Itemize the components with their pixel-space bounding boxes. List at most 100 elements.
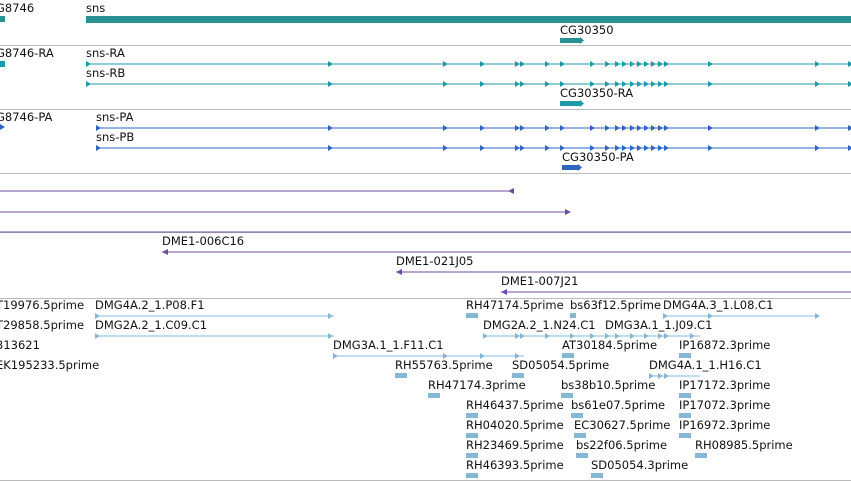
exon-marker — [649, 373, 654, 379]
est-feature[interactable]: DMG4A.3_1.L08.C1 — [663, 298, 820, 319]
est-feature[interactable]: bs38b10.5prime — [561, 378, 655, 398]
est-feature[interactable]: DMG3A.1_1.J09.C1 — [605, 318, 712, 339]
exon-marker — [605, 333, 610, 339]
exon-marker — [815, 125, 820, 131]
est-feature[interactable]: RH46437.5prime — [466, 398, 564, 418]
gene-feature[interactable]: CG30350 — [560, 23, 614, 44]
exon-marker — [605, 61, 610, 67]
bac-track: DME1-006C16 DME1-021J05 DME1-007J21 — [0, 188, 851, 295]
exon-marker — [480, 125, 485, 131]
est-label: DMG4A.3_1.L08.C1 — [663, 298, 773, 312]
est-label: IP17072.3prime — [679, 398, 770, 412]
exon-marker — [622, 125, 627, 131]
exon-marker — [590, 61, 595, 67]
est-feature[interactable]: DMG4A.1_1.H16.C1 — [649, 358, 762, 379]
protein-track: G8746-PA sns-PA sns-PB CG30350-PA — [0, 110, 851, 171]
bac-label: DME1-007J21 — [501, 274, 579, 288]
exon-marker — [515, 333, 520, 339]
exon-marker — [515, 145, 520, 151]
gene-feature[interactable]: sns — [86, 1, 851, 23]
exon-marker — [96, 125, 101, 131]
exon-marker — [644, 145, 649, 151]
bac-feature[interactable]: DME1-006C16 — [162, 234, 851, 255]
est-label: T19976.5prime — [0, 298, 84, 312]
exon-marker — [848, 81, 851, 87]
exon-marker — [663, 313, 668, 319]
est-feature[interactable]: bs63f12.5prime — [570, 298, 661, 318]
est-feature[interactable]: RH47174.3prime — [428, 378, 526, 398]
est-feature[interactable]: DMG2A.2_1.N24.C1 — [483, 318, 605, 339]
transcript-feature[interactable]: sns-RA — [86, 46, 851, 67]
exon-marker — [560, 61, 565, 67]
exon-marker — [630, 333, 635, 339]
exon-marker — [658, 333, 663, 339]
bac-label: DME1-006C16 — [162, 234, 244, 248]
exon-marker — [664, 145, 669, 151]
est-feature[interactable]: RH55763.5prime — [395, 358, 493, 378]
est-feature[interactable]: IP16872.3prime — [679, 338, 770, 358]
est-feature[interactable]: T29858.5prime — [0, 318, 84, 332]
est-feature[interactable]: IP17072.3prime — [679, 398, 770, 418]
est-feature[interactable]: RH08985.5prime — [695, 438, 793, 458]
est-feature[interactable]: IP16972.3prime — [679, 418, 770, 438]
gene-feature[interactable]: G8746 — [0, 1, 34, 22]
protein-feature[interactable]: G8746-PA — [0, 110, 53, 130]
exon-marker — [644, 125, 649, 131]
est-feature[interactable]: DMG4A.2_1.P08.F1 — [95, 298, 334, 319]
est-feature[interactable]: SD05054.3prime — [591, 458, 688, 478]
est-label: DMG3A.1_1.F11.C1 — [333, 338, 444, 352]
exon-marker — [605, 145, 610, 151]
exon-marker — [615, 333, 620, 339]
transcript-label: CG30350-RA — [560, 86, 633, 100]
est-feature[interactable]: SD05054.5prime — [512, 358, 609, 378]
transcript-feature[interactable]: G8746-RA — [0, 46, 54, 67]
gene-label: CG30350 — [560, 23, 614, 37]
protein-feature[interactable]: sns-PA — [96, 110, 851, 131]
est-feature[interactable]: EC30627.5prime — [574, 418, 670, 438]
est-label: IP16972.3prime — [679, 418, 770, 432]
exon-marker — [658, 145, 663, 151]
est-label: bs63f12.5prime — [570, 298, 661, 312]
exon-marker — [480, 81, 485, 87]
transcript-feature[interactable]: sns-RB — [86, 66, 851, 87]
est-feature[interactable]: RH46393.5prime — [466, 458, 564, 478]
exon-marker — [515, 61, 520, 67]
est-label: RH46437.5prime — [466, 398, 564, 412]
protein-feature[interactable]: sns-PB — [96, 130, 851, 151]
gene-track: G8746 sns CG30350 — [0, 1, 851, 44]
est-feature[interactable]: T19976.5prime — [0, 298, 84, 312]
exon-marker — [615, 81, 620, 87]
exon-marker — [95, 313, 100, 319]
exon-marker — [328, 145, 333, 151]
bac-feature[interactable]: DME1-021J05 — [396, 254, 851, 275]
bac-feature[interactable]: DME1-007J21 — [501, 274, 851, 295]
est-feature[interactable]: 313621 — [0, 338, 40, 352]
est-feature[interactable]: RH04020.5prime — [466, 418, 564, 438]
est-feature[interactable]: IP17172.3prime — [679, 378, 770, 398]
exon-marker — [644, 61, 649, 67]
exon-marker — [664, 81, 669, 87]
est-feature[interactable]: bs22f06.5prime — [576, 438, 667, 458]
bac-feature[interactable] — [0, 209, 571, 215]
exon-marker — [815, 81, 820, 87]
protein-feature[interactable]: CG30350-PA — [562, 150, 634, 171]
exon-marker — [615, 125, 620, 131]
transcript-feature[interactable]: CG30350-RA — [560, 86, 633, 107]
exon-marker — [515, 353, 520, 359]
bac-feature[interactable] — [0, 188, 514, 194]
est-label: bs61e07.5prime — [571, 398, 665, 412]
est-feature[interactable]: bs61e07.5prime — [571, 398, 665, 418]
est-feature[interactable]: DMG2A.2_1.C09.C1 — [95, 318, 334, 339]
est-label: RH23469.5prime — [466, 438, 564, 452]
est-label: RH55763.5prime — [395, 358, 493, 372]
est-feature[interactable]: DMG3A.1_1.F11.C1 — [333, 338, 524, 359]
est-feature[interactable]: RH23469.5prime — [466, 438, 564, 458]
est-feature[interactable]: EK195233.5prime — [0, 358, 99, 372]
est-label: T29858.5prime — [0, 318, 84, 332]
exon-marker — [708, 313, 713, 319]
est-feature[interactable]: AT30184.5prime — [562, 338, 657, 358]
est-feature[interactable]: RH47174.5prime — [466, 298, 564, 318]
est-label: DMG3A.1_1.J09.C1 — [605, 318, 712, 332]
est-label: bs22f06.5prime — [576, 438, 667, 452]
exon-marker — [622, 81, 627, 87]
